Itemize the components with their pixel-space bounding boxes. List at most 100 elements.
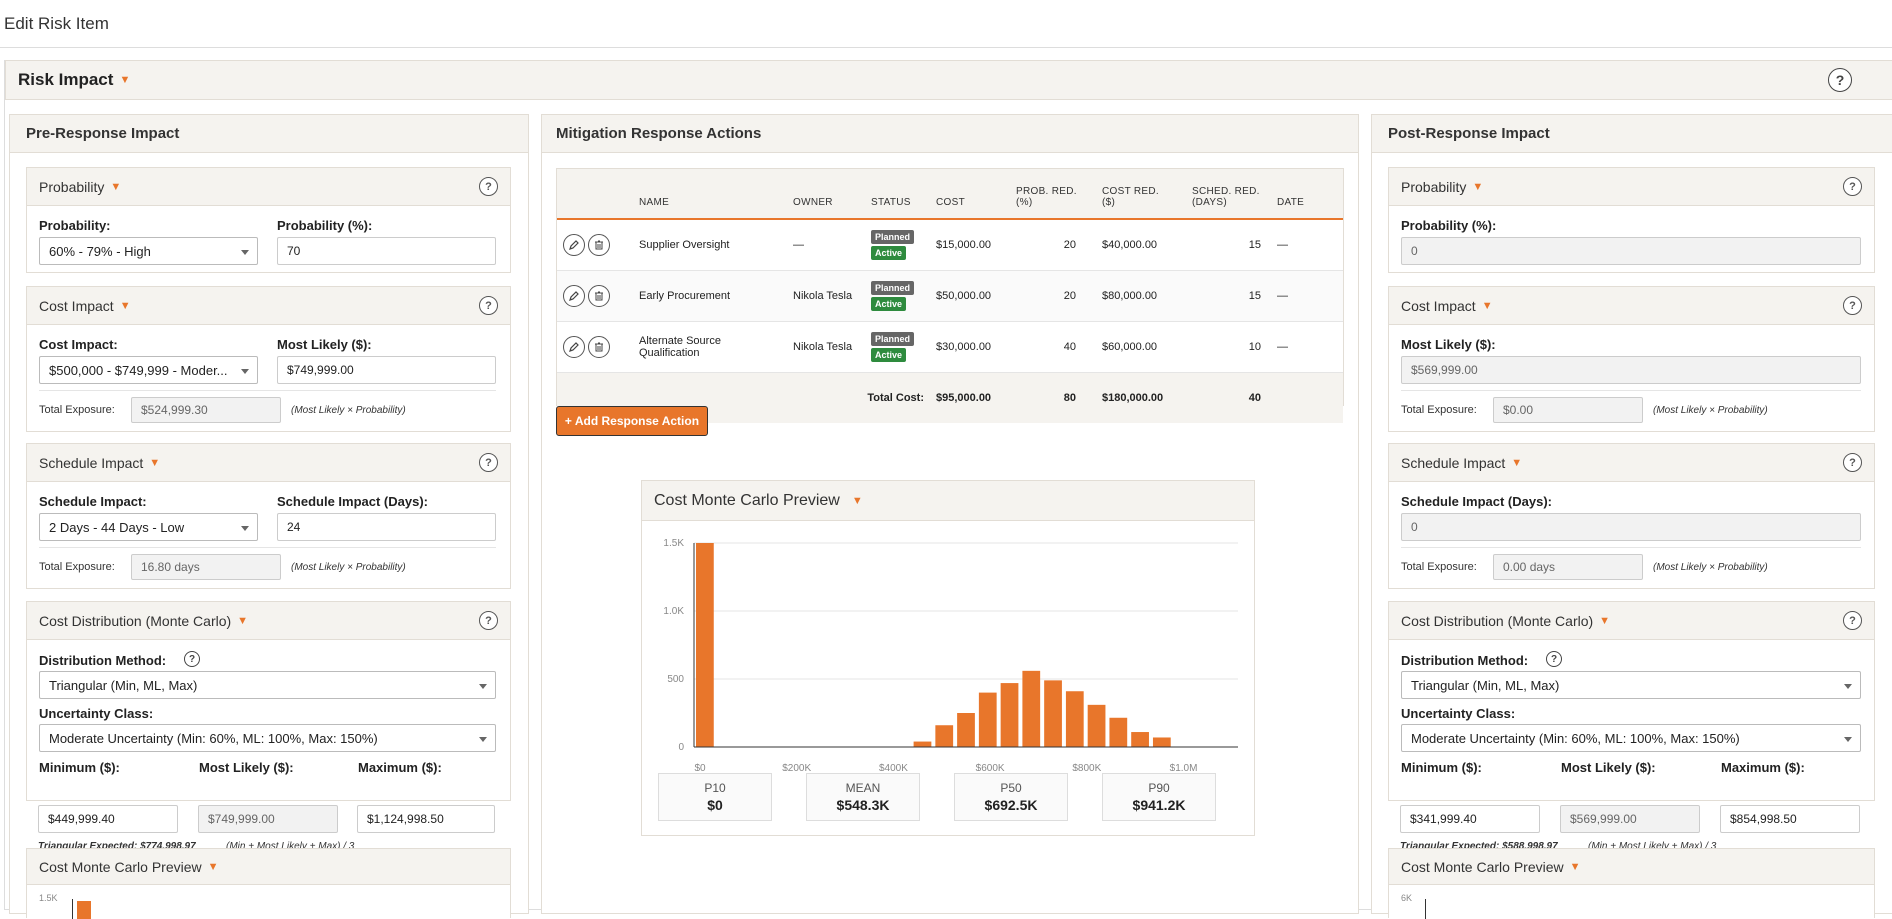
x-tick-label: $1.0M (1170, 763, 1198, 771)
chevron-down-icon[interactable]: ▼ (119, 299, 131, 312)
help-icon[interactable]: ? (184, 651, 200, 667)
row-cost-red: $80,000.00 (1096, 269, 1186, 321)
maximum-input[interactable]: $854,998.50 (1720, 805, 1860, 833)
row-cost: $15,000.00 (930, 218, 1010, 270)
chevron-down-icon[interactable]: ▼ (1599, 614, 1611, 627)
row-name[interactable]: Early Procurement (633, 269, 787, 321)
help-icon[interactable]: ? (479, 296, 498, 315)
histogram-bar (1109, 717, 1128, 747)
risk-impact-header[interactable]: Risk Impact ▼ ? (5, 60, 1892, 100)
panel-title: Probability (39, 178, 105, 195)
uncertainty-class-select[interactable]: Moderate Uncertainty (Min: 60%, ML: 100%… (1401, 724, 1861, 752)
most-likely-value: $569,999.00 (1560, 805, 1700, 833)
trash-icon[interactable] (588, 284, 610, 307)
minimum-input[interactable]: $341,999.40 (1400, 805, 1540, 833)
total-prob-red: 80 (1010, 371, 1096, 423)
row-name[interactable]: Supplier Oversight (633, 218, 787, 270)
probability-pct-input[interactable]: 70 (277, 237, 496, 265)
col-cost: COST (936, 197, 965, 208)
most-likely-input[interactable]: $749,999.00 (277, 356, 496, 384)
stat-mean: MEAN $548.3K (806, 773, 920, 821)
most-likely-value: $569,999.00 (1401, 356, 1861, 384)
help-icon[interactable]: ? (1546, 651, 1562, 667)
mitigation-title: Mitigation Response Actions (542, 115, 1358, 153)
help-icon[interactable]: ? (1843, 453, 1862, 472)
schedule-days-input[interactable]: 24 (277, 513, 496, 541)
total-exposure-label: Total Exposure: (1401, 561, 1477, 573)
edit-icon[interactable] (563, 335, 585, 358)
pre-response-title: Pre-Response Impact (10, 115, 528, 153)
post-cost-distribution-panel: Cost Distribution (Monte Carlo) ▼? Distri… (1388, 601, 1875, 801)
minimum-label: Minimum ($): (39, 760, 120, 775)
schedule-days-label: Schedule Impact (Days): (1401, 494, 1552, 509)
probability-pct-value: 0 (1401, 237, 1861, 265)
help-icon[interactable]: ? (479, 611, 498, 630)
distribution-method-select[interactable]: Triangular (Min, ML, Max) (1401, 671, 1861, 699)
stat-p10: P10 $0 (658, 773, 772, 821)
chevron-down-icon[interactable]: ▼ (851, 494, 863, 507)
row-cost: $30,000.00 (930, 320, 1010, 372)
col-sched-red: SCHED. RED. (1192, 186, 1260, 197)
row-owner: — (787, 218, 865, 270)
post-response-title: Post-Response Impact (1372, 115, 1892, 153)
mitigation-table-wrap: NAME OWNER STATUS COST PROB. RED. (%) COS… (556, 168, 1344, 423)
table-row: Early Procurement Nikola Tesla Planned Ac… (557, 269, 1343, 321)
help-icon[interactable]: ? (479, 453, 498, 472)
pre-cost-distribution-panel: Cost Distribution (Monte Carlo) ▼? Distri… (26, 601, 511, 801)
histogram-bar (935, 725, 954, 747)
minimum-input[interactable]: $449,999.40 (38, 805, 178, 833)
help-icon[interactable]: ? (1843, 177, 1862, 196)
cost-impact-label: Cost Impact: (39, 337, 118, 352)
panel-title: Cost Distribution (Monte Carlo) (39, 612, 232, 629)
y-tick-label: 6K (1401, 893, 1413, 903)
row-name[interactable]: Alternate Source Qualification (633, 320, 787, 372)
trash-icon[interactable] (588, 233, 610, 256)
schedule-impact-select[interactable]: 2 Days - 44 Days - Low (39, 513, 258, 541)
chevron-down-icon[interactable]: ▼ (207, 860, 219, 873)
edit-icon[interactable] (563, 233, 585, 256)
total-exposure-value: 16.80 days (131, 554, 281, 580)
add-response-action-button[interactable]: + Add Response Action (556, 406, 708, 436)
mc-preview-title: Cost Monte Carlo Preview (654, 491, 840, 509)
edit-icon[interactable] (563, 284, 585, 307)
chevron-down-icon[interactable]: ▼ (237, 614, 249, 627)
table-row: Supplier Oversight — Planned Active $15,0… (557, 218, 1343, 270)
chevron-down-icon[interactable]: ▼ (1511, 456, 1523, 469)
chevron-down-icon[interactable]: ▼ (119, 74, 131, 86)
trash-icon[interactable] (588, 335, 610, 358)
x-tick-label: $200K (782, 763, 811, 771)
maximum-input[interactable]: $1,124,998.50 (357, 805, 495, 833)
col-prob-red: PROB. RED. (1016, 186, 1077, 197)
chevron-down-icon[interactable]: ▼ (149, 456, 161, 469)
pre-mc-preview-panel: Cost Monte Carlo Preview ▼ 1.5K (26, 848, 511, 919)
monte-carlo-histogram: 0 500 1.0K 1.5K $0 $200K $400K $600K $800K $1.0M (663, 538, 1238, 771)
help-icon[interactable]: ? (1843, 611, 1862, 630)
total-sched-red: 40 (1186, 371, 1271, 423)
status-badge-planned: Planned (871, 280, 915, 295)
most-likely-label: Most Likely ($): (1401, 337, 1496, 352)
row-date: — (1271, 320, 1343, 372)
total-cost: $95,000.00 (930, 371, 1010, 423)
distribution-method-select[interactable]: Triangular (Min, ML, Max) (39, 671, 496, 699)
chevron-down-icon[interactable]: ▼ (110, 180, 122, 193)
cost-impact-select[interactable]: $500,000 - $749,999 - Moder... (39, 356, 258, 384)
distribution-method-label: Distribution Method: (1401, 653, 1529, 668)
chevron-down-icon[interactable]: ▼ (1481, 299, 1493, 312)
maximum-label: Maximum ($): (1721, 760, 1805, 775)
uncertainty-class-label: Uncertainty Class: (1401, 706, 1516, 721)
row-prob-red: 20 (1010, 218, 1096, 270)
schedule-days-value: 0 (1401, 513, 1861, 541)
help-icon[interactable]: ? (479, 177, 498, 196)
triangular-expected: Triangular Expected: $774,998.97 (38, 841, 196, 852)
probability-select[interactable]: 60% - 79% - High (39, 237, 258, 265)
row-prob-red: 20 (1010, 269, 1096, 321)
row-prob-red: 40 (1010, 320, 1096, 372)
y-tick-label: 1.0K (663, 606, 684, 617)
histogram-bar (1000, 683, 1019, 747)
uncertainty-class-select[interactable]: Moderate Uncertainty (Min: 60%, ML: 100%… (39, 724, 496, 752)
chevron-down-icon[interactable]: ▼ (1472, 180, 1484, 193)
help-icon[interactable]: ? (1828, 68, 1852, 92)
mc-preview-panel: Cost Monte Carlo Preview ▼ 0 500 1.0K 1.5K $0… (641, 480, 1255, 836)
chevron-down-icon[interactable]: ▼ (1569, 860, 1581, 873)
help-icon[interactable]: ? (1843, 296, 1862, 315)
